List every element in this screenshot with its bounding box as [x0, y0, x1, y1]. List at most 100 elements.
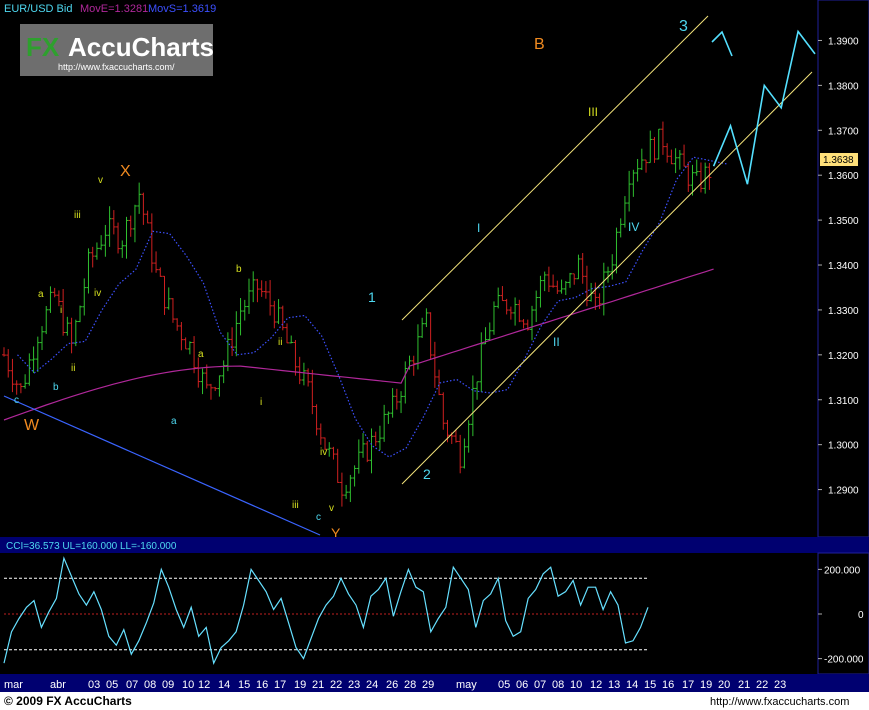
wave-label: b — [236, 264, 242, 275]
wave-label: I — [477, 221, 480, 235]
time-tick-label: 15 — [238, 679, 250, 691]
time-tick-label: 10 — [570, 679, 582, 691]
channel-upper-line — [401, 15, 709, 321]
time-tick-label: 06 — [516, 679, 528, 691]
wave-label: i — [260, 397, 262, 408]
wave-label: 1 — [368, 289, 376, 305]
price-tick-label: 1.3400 — [828, 261, 859, 272]
wave-label: a — [171, 416, 177, 427]
time-tick-label: 16 — [256, 679, 268, 691]
movs-label: MovS=1.3619 — [148, 3, 216, 15]
time-tick-label: 14 — [626, 679, 638, 691]
price-tick-label: 1.3200 — [828, 351, 859, 362]
wave-label: 3 — [679, 18, 688, 35]
price-axis: 1.3900 1.3800 1.3700 1.3600 1.3500 1.3400 1.33… — [818, 36, 859, 497]
wave-label: i — [60, 305, 62, 316]
time-tick-label: 17 — [274, 679, 286, 691]
cci-axis-area — [817, 552, 869, 675]
move-ma-line — [3, 268, 714, 421]
wave-label: iv — [320, 447, 327, 458]
time-tick-label: 07 — [534, 679, 546, 691]
time-tick-label: 28 — [404, 679, 416, 691]
time-tick-label: 14 — [218, 679, 230, 691]
cci-tick-label: 0 — [858, 610, 864, 621]
price-tick-label: 1.3800 — [828, 81, 859, 92]
wave-label: a — [38, 289, 44, 300]
time-tick-label: 19 — [294, 679, 306, 691]
projection-path — [712, 29, 816, 185]
time-tick-label: 12 — [590, 679, 602, 691]
wave-label: ii — [278, 337, 282, 348]
wave-label: X — [120, 163, 131, 180]
cci-indicator: 200.000 0 -200.000 — [3, 556, 864, 666]
time-tick-label: 05 — [498, 679, 510, 691]
price-bars — [2, 121, 712, 507]
logo-word-fx: FX — [26, 32, 60, 62]
fxaccucharts-logo: FX AccuCharts http://www.fxaccucharts.co… — [20, 24, 214, 76]
wave-label: II — [553, 335, 560, 349]
wave-label: B — [534, 36, 545, 53]
channel-lower-line — [401, 71, 813, 485]
footer-url: http://www.fxaccucharts.com — [710, 696, 849, 708]
wave-label: v — [98, 175, 103, 186]
time-tick-label: 23 — [348, 679, 360, 691]
wave-label: III — [588, 105, 598, 119]
time-tick-label: 21 — [738, 679, 750, 691]
cci-header-bar — [0, 537, 869, 553]
wave-label: 2 — [423, 466, 431, 482]
time-tick-label: 03 — [88, 679, 100, 691]
time-tick-label: mar — [4, 679, 23, 691]
time-axis — [0, 674, 869, 692]
time-tick-label: may — [456, 679, 477, 691]
time-tick-label: 29 — [422, 679, 434, 691]
time-tick-label: 23 — [774, 679, 786, 691]
time-tick-label: 17 — [682, 679, 694, 691]
price-axis-area — [817, 0, 869, 538]
last-price-badge: 1.3638 — [820, 153, 858, 166]
footer-bar — [0, 692, 869, 710]
logo-word-accucharts: AccuCharts — [68, 32, 214, 62]
time-tick-label: 08 — [144, 679, 156, 691]
wave-label: ii — [71, 363, 75, 374]
wave-label: W — [24, 417, 40, 434]
last-price-text: 1.3638 — [823, 155, 854, 166]
time-tick-label: 15 — [644, 679, 656, 691]
movs-ma-line — [17, 156, 728, 458]
price-tick-label: 1.2900 — [828, 486, 859, 497]
time-tick-label: abr — [50, 679, 66, 691]
time-axis-labels: mar abr 03 05 07 08 09 10 12 14 15 16 17 19 21 22 23 24 26… — [4, 679, 786, 691]
time-tick-label: 10 — [182, 679, 194, 691]
price-tick-label: 1.3500 — [828, 216, 859, 227]
wave-label: c — [316, 512, 321, 523]
time-tick-label: 22 — [330, 679, 342, 691]
cci-header-text: CCI=36.573 UL=160.000 LL=-160.000 — [6, 541, 177, 552]
wave-label: b — [53, 382, 59, 393]
time-tick-label: 08 — [552, 679, 564, 691]
cci-tick-label: 200.000 — [824, 565, 861, 576]
wave-label: a — [198, 349, 204, 360]
time-tick-label: 22 — [756, 679, 768, 691]
move-label: MovE=1.3281 — [80, 3, 148, 15]
time-tick-label: 16 — [662, 679, 674, 691]
price-tick-label: 1.3000 — [828, 441, 859, 452]
cci-tick-label: -200.000 — [824, 655, 864, 666]
symbol-label: EUR/USD Bid — [4, 3, 72, 15]
cci-line — [3, 556, 649, 665]
time-tick-label: 20 — [718, 679, 730, 691]
wave-label: v — [329, 503, 334, 514]
wave-label: iv — [94, 288, 101, 299]
time-tick-label: 19 — [700, 679, 712, 691]
moving-averages — [3, 156, 728, 458]
projection-arrowhead — [711, 30, 733, 57]
channel-lines — [3, 15, 816, 536]
time-tick-label: 07 — [126, 679, 138, 691]
wave-label: c — [14, 395, 19, 406]
time-tick-label: 13 — [608, 679, 620, 691]
support-trend-line — [3, 395, 321, 536]
logo-url: http://www.fxaccucharts.com/ — [58, 62, 175, 72]
price-tick-label: 1.3600 — [828, 171, 859, 182]
time-tick-label: 09 — [162, 679, 174, 691]
wave-label: iii — [292, 500, 299, 511]
